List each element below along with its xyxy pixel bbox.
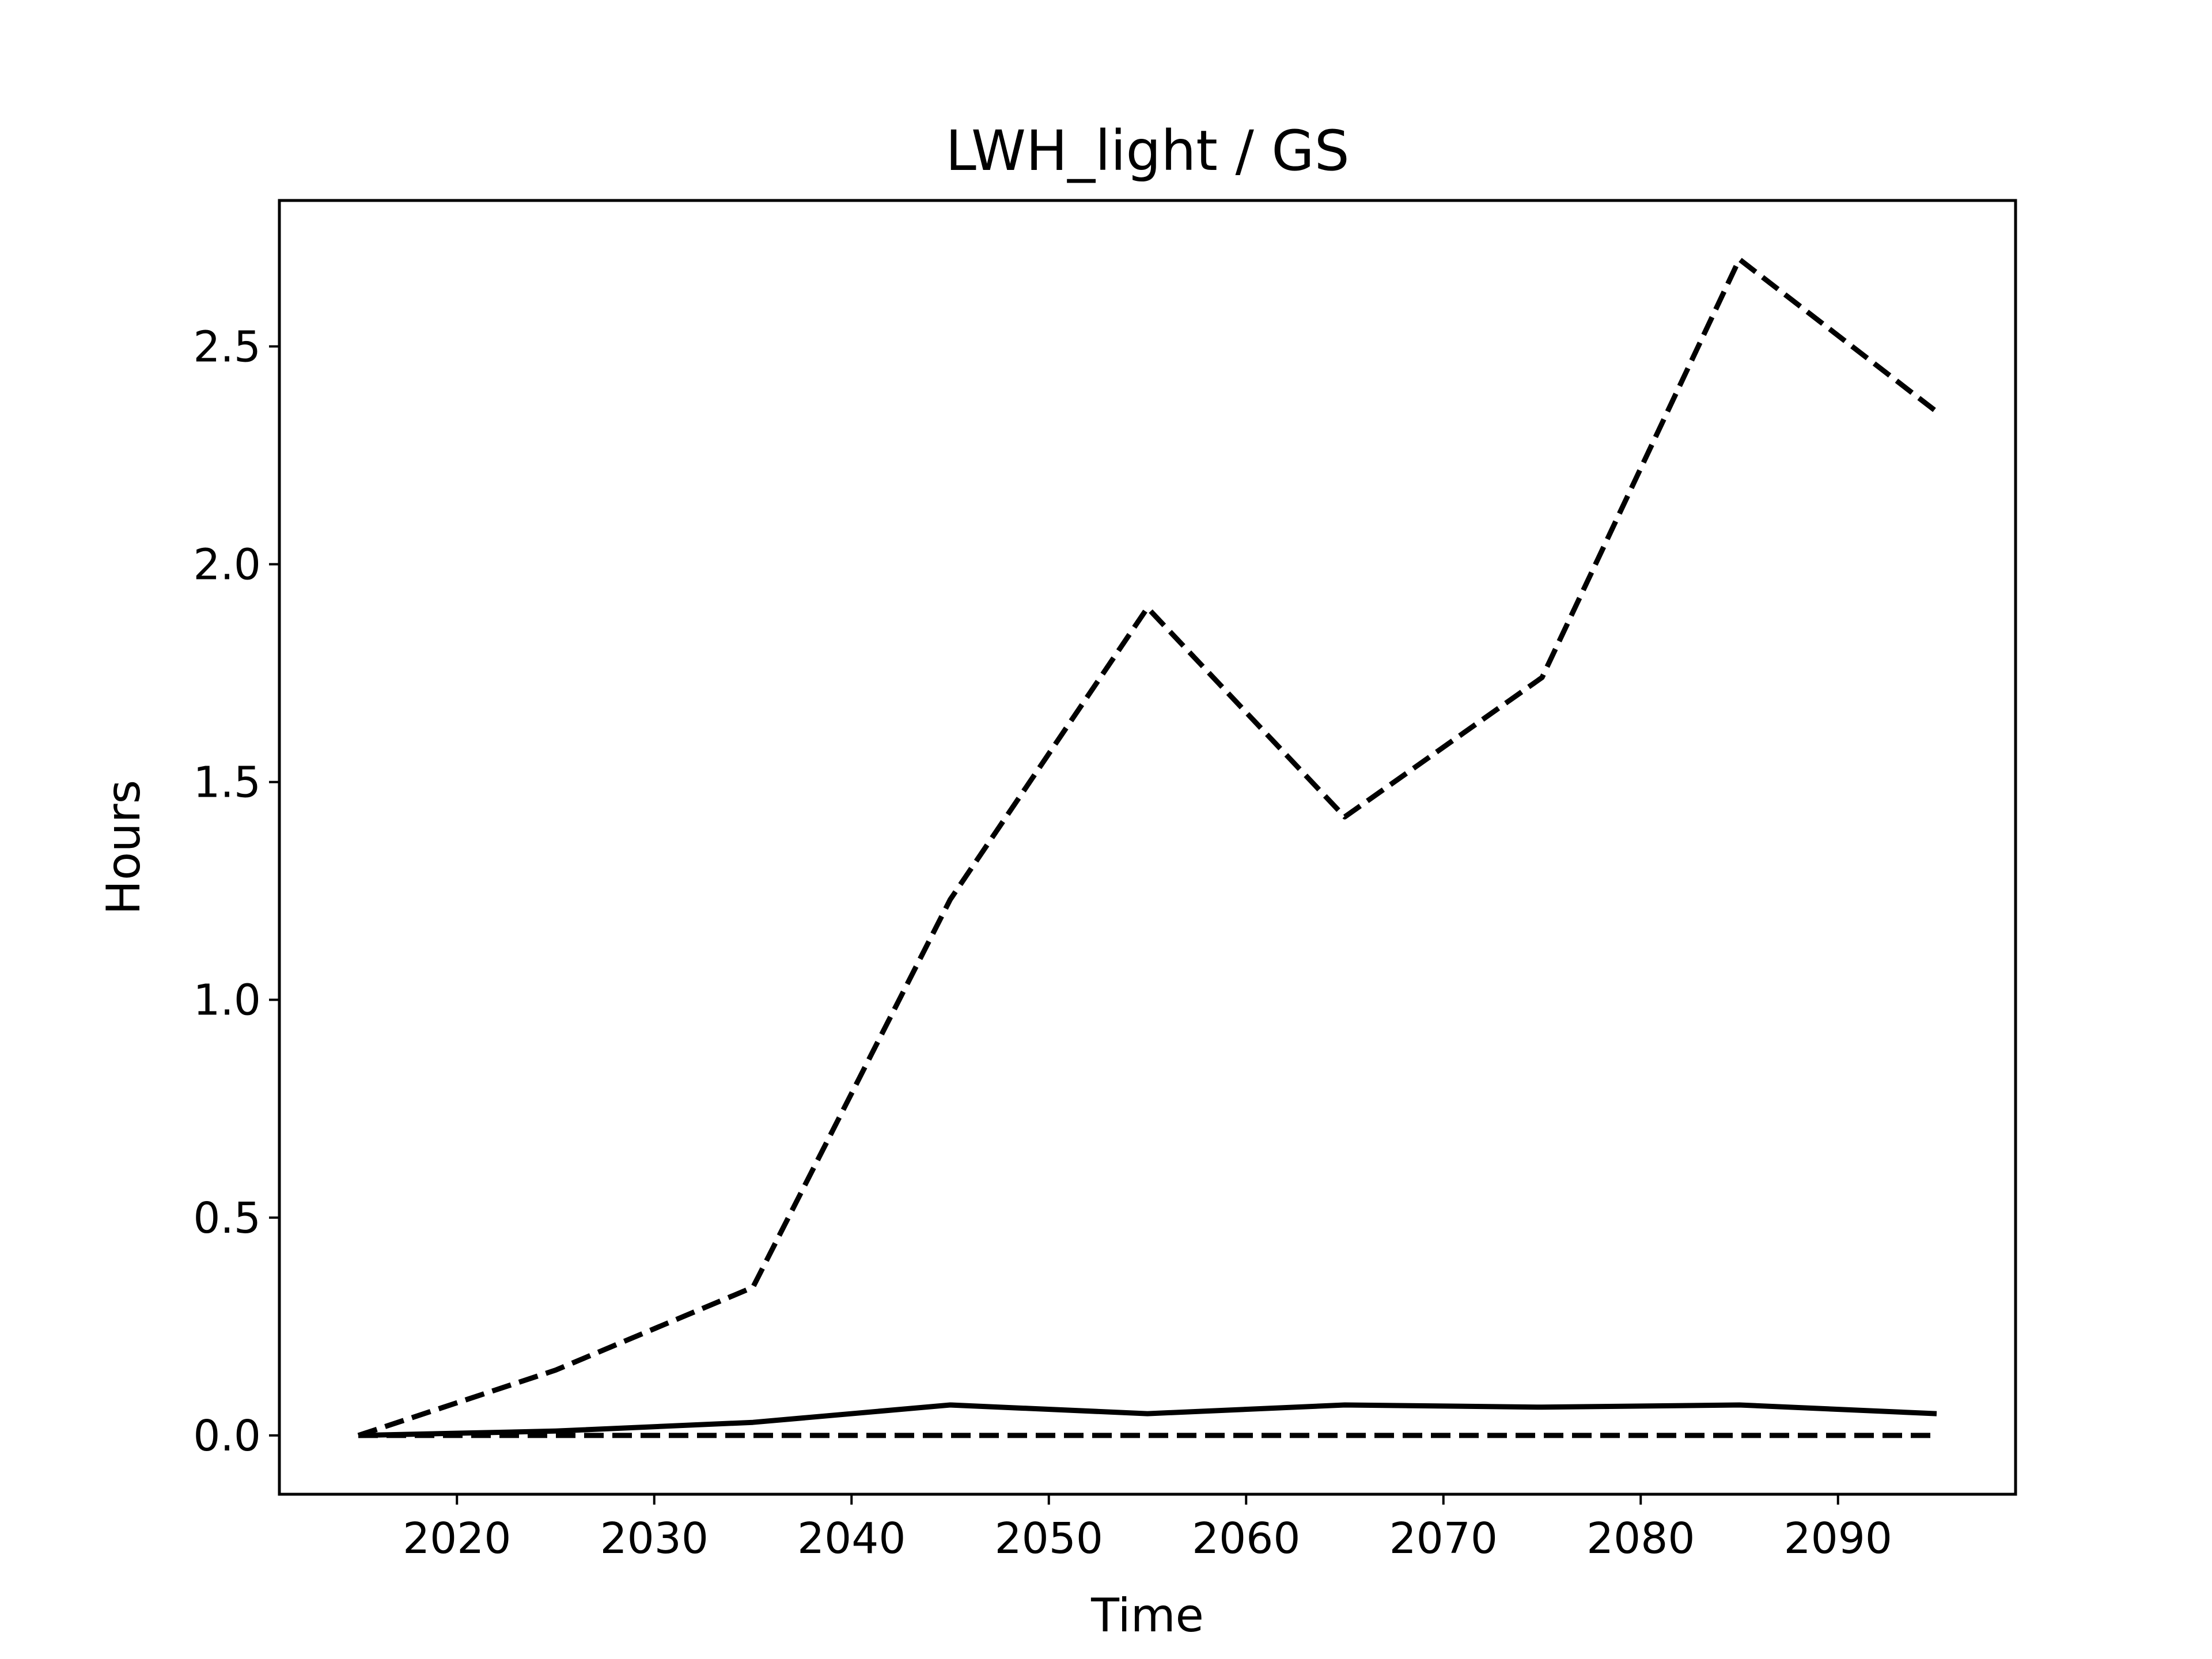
plot-frame [278,199,2017,1496]
x-axis-ticks: 2020 2030 2040 2050 2060 2070 2080 2090 [403,1494,1892,1563]
series-line-2 [358,1402,1937,1438]
x-tick-label: 2070 [1389,1514,1498,1563]
y-tick-label: 0.5 [193,1194,261,1243]
y-tick-label: 1.0 [193,976,261,1025]
x-axis-label: Time [1090,1589,1204,1642]
y-axis-ticks: 0.0 0.5 1.0 1.5 2.0 2.5 [193,322,279,1461]
x-tick-label: 2030 [600,1514,709,1563]
x-tick-label: 2040 [797,1514,906,1563]
y-tick-label: 2.0 [193,540,261,589]
x-tick-label: 2020 [403,1514,511,1563]
y-tick-label: 2.5 [193,322,261,372]
chart-title: LWH_light / GS [945,119,1349,183]
series-layer [357,256,1938,1438]
y-axis-label: Hours [97,780,150,915]
y-tick-label: 1.5 [193,758,261,808]
series-line-1 [357,256,1938,1438]
y-tick-label: 0.0 [193,1411,261,1461]
x-tick-label: 2050 [995,1514,1103,1563]
x-tick-label: 2090 [1784,1514,1892,1563]
x-tick-label: 2060 [1192,1514,1300,1563]
x-tick-label: 2080 [1586,1514,1695,1563]
